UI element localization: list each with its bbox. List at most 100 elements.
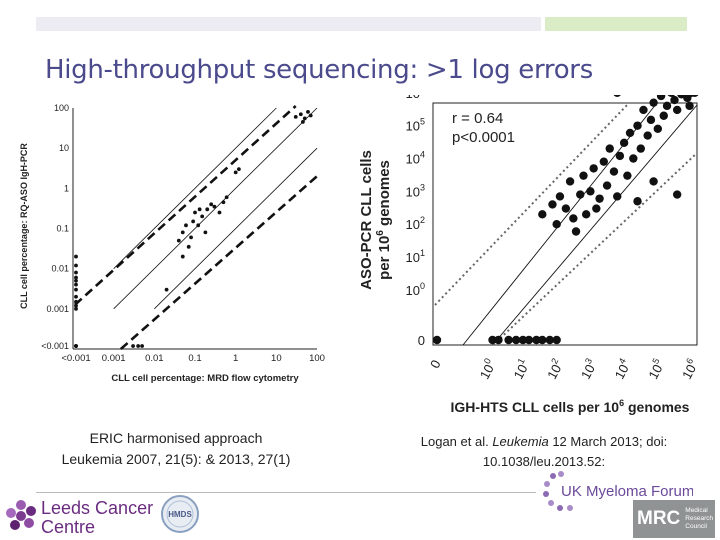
svg-text:UK Myeloma Forum: UK Myeloma Forum xyxy=(561,483,693,500)
y-tick-label-right: 101 xyxy=(406,248,425,265)
y-axis-label-left: CLL cell percentage: RQ-ASO IgH-PCR xyxy=(19,143,29,309)
data-point-left xyxy=(191,219,196,224)
data-point-left xyxy=(302,116,307,121)
svg-text:106: 106 xyxy=(677,356,701,381)
y-tick-label-left: 1 xyxy=(64,183,69,193)
data-point-right xyxy=(569,214,578,223)
data-point-right xyxy=(649,177,658,186)
x-tick-label-left: 1 xyxy=(233,353,238,364)
data-point-right xyxy=(613,95,621,97)
data-point-left xyxy=(74,270,78,275)
data-point-right xyxy=(625,128,635,138)
data-point-right xyxy=(592,204,601,213)
data-point-right xyxy=(548,200,557,209)
myeloma-dots-icon xyxy=(543,471,573,511)
upper-dashed-line-left xyxy=(74,105,297,306)
x-tick-label-right: 104 xyxy=(612,356,632,381)
data-point-left xyxy=(74,344,78,348)
svg-text:103: 103 xyxy=(576,356,600,381)
y-tick-label-left: 0.001 xyxy=(46,304,69,314)
data-point-right xyxy=(672,190,682,199)
data-point-right xyxy=(602,181,612,190)
data-point-left xyxy=(74,299,78,304)
y-tick-label-right: 100 xyxy=(406,281,425,298)
x-tick-label-left: 0.001 xyxy=(102,353,126,364)
data-point-right xyxy=(552,335,561,345)
data-point-left xyxy=(203,230,208,235)
data-point-right xyxy=(565,177,575,186)
leeds-cancer-centre-logo: Leeds Cancer Centre xyxy=(6,498,153,537)
data-point-right xyxy=(532,335,541,345)
data-point-left xyxy=(180,230,185,235)
scatter-plot-left: <0.001 0.001 0.01 0.1 1 10 100 <0.001 0.001 0.01 0… xyxy=(19,103,325,384)
correlation-annotation: r = 0.64 xyxy=(452,110,503,127)
data-point-right xyxy=(538,335,547,345)
data-point-right xyxy=(656,95,666,101)
data-point-right xyxy=(609,167,619,176)
data-point-right xyxy=(633,121,642,130)
y-tick-label-right: 105 xyxy=(406,117,425,134)
data-point-left xyxy=(300,120,305,124)
data-point-right xyxy=(518,335,528,345)
y-tick-label-right: 106 xyxy=(406,95,425,101)
data-point-right xyxy=(683,95,692,103)
data-point-left xyxy=(74,275,78,280)
svg-text:0: 0 xyxy=(427,357,444,370)
data-point-left xyxy=(233,170,238,175)
y-tick-label-right: 0 xyxy=(418,333,425,348)
svg-text:Leeds Cancer: Leeds Cancer xyxy=(41,498,153,518)
x-tick-label-right: 100 xyxy=(475,356,499,381)
x-tick-label-right: 101 xyxy=(510,356,530,381)
data-point-right xyxy=(571,227,581,236)
data-point-left xyxy=(74,278,78,283)
y-tick-label-right: 104 xyxy=(406,150,425,167)
data-point-right xyxy=(589,164,598,173)
data-point-left xyxy=(196,223,201,228)
data-point-left xyxy=(74,254,78,259)
caption-left: ERIC harmonised approach Leukemia 2007, … xyxy=(40,428,312,470)
data-point-left xyxy=(212,204,217,209)
svg-text:105: 105 xyxy=(644,356,668,381)
data-point-left xyxy=(74,282,78,287)
y-tick-label-left: 10 xyxy=(59,143,69,153)
data-point-right xyxy=(633,197,642,206)
footer-divider xyxy=(36,492,536,493)
scatter-plot-right: 0 100 101 102 103 104 105 106 0 100 101 102 103 104 10… xyxy=(358,95,701,415)
data-point-left xyxy=(140,344,144,348)
data-point-right xyxy=(653,124,663,134)
data-point-right xyxy=(524,335,534,345)
data-point-right xyxy=(581,210,591,219)
y-tick-label-left: 100 xyxy=(54,103,69,113)
data-point-left xyxy=(193,210,197,215)
data-point-right xyxy=(599,157,609,166)
data-point-left xyxy=(189,235,193,240)
plus-one-log-dotted-right xyxy=(434,102,630,306)
data-point-right xyxy=(672,105,682,115)
svg-text:HMDS: HMDS xyxy=(168,510,192,519)
slide-title: High-throughput sequencing: >1 log error… xyxy=(45,55,593,85)
data-point-right xyxy=(605,144,614,153)
data-point-left xyxy=(136,344,141,348)
data-point-right xyxy=(659,111,668,120)
data-point-left xyxy=(186,244,191,249)
leeds-flower-icon xyxy=(6,500,36,530)
data-point-right xyxy=(494,335,503,345)
data-point-left xyxy=(224,195,229,200)
data-point-right xyxy=(576,190,585,199)
data-point-left xyxy=(180,254,185,259)
svg-text:100: 100 xyxy=(475,356,499,381)
data-point-right xyxy=(579,171,588,180)
data-point-right xyxy=(595,194,604,203)
mrc-logo: MRC Medical Research Council xyxy=(633,500,715,538)
data-point-right xyxy=(670,95,679,105)
data-point-left xyxy=(197,207,202,212)
plot-frame-right xyxy=(432,102,698,346)
citation-journal: Leukemia xyxy=(492,434,549,449)
citation-date: 12 March 2013; doi: xyxy=(548,434,668,449)
x-axis-label-right: IGH-HTS CLL cells per 106 genomes xyxy=(451,398,690,415)
data-point-left xyxy=(74,263,78,268)
data-point-right xyxy=(629,154,638,163)
top-decor-bar-left xyxy=(36,17,541,31)
data-point-left xyxy=(236,167,241,172)
data-point-right xyxy=(691,95,699,97)
